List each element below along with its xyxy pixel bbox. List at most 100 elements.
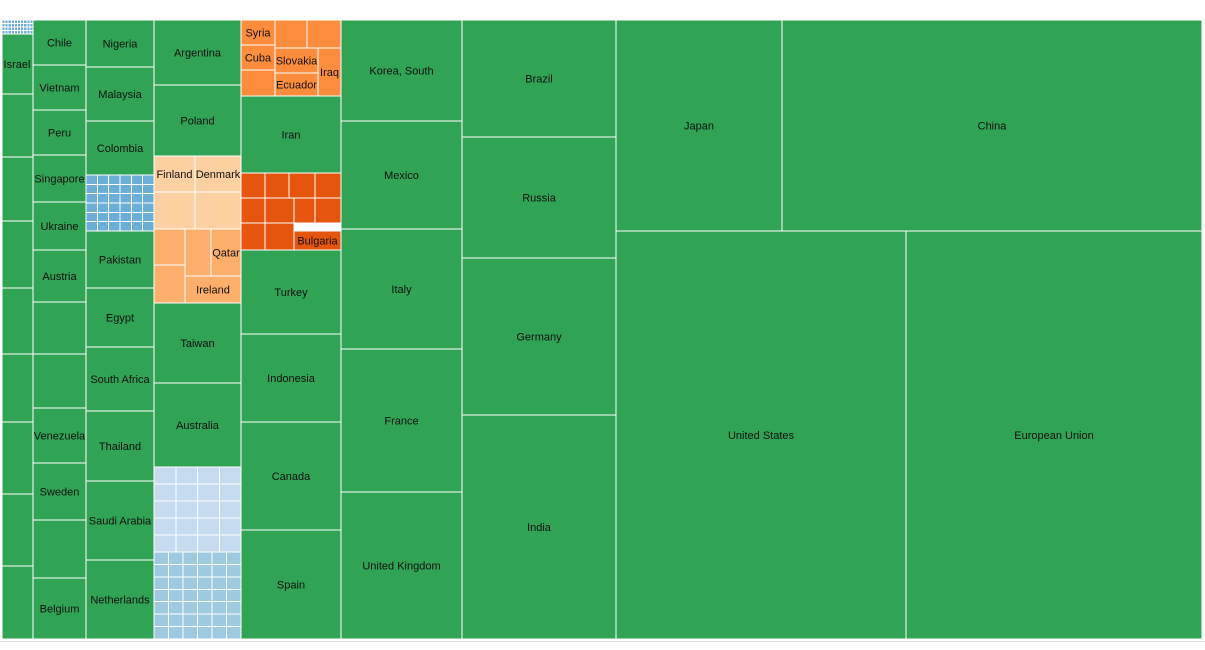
label-european-union: European Union (1014, 430, 1094, 442)
cell (218, 466, 242, 485)
label-syria: Syria (245, 28, 271, 40)
label-finland: Finland (156, 169, 192, 181)
cell (182, 601, 198, 615)
label-israel: Israel (4, 59, 31, 71)
cell (153, 576, 169, 590)
cell (108, 183, 121, 195)
cell (182, 626, 198, 640)
cell (153, 264, 186, 304)
label-iran: Iran (282, 130, 301, 142)
label-australia: Australia (176, 420, 220, 432)
cell (119, 193, 132, 204)
cell (264, 222, 295, 251)
label-france: France (384, 416, 418, 428)
label-russia: Russia (522, 193, 557, 205)
cell-turkey (240, 249, 342, 335)
label-denmark: Denmark (196, 169, 241, 181)
cell (130, 211, 144, 223)
cell (175, 500, 198, 519)
cell (197, 576, 213, 590)
label-mexico: Mexico (384, 170, 419, 182)
cell (211, 563, 227, 578)
cell (153, 466, 177, 485)
cell (130, 193, 144, 204)
cell (153, 228, 186, 266)
label-saudi-arabia: Saudi Arabia (89, 516, 152, 528)
cell-iran (240, 95, 342, 174)
cell-germany (461, 257, 617, 416)
cell (197, 601, 213, 615)
cell (182, 588, 198, 603)
label-vietnam: Vietnam (39, 83, 79, 95)
cell (314, 172, 342, 199)
label-germany: Germany (516, 332, 562, 344)
cell (194, 191, 242, 230)
label-slovakia: Slovakia (276, 56, 318, 68)
cell (226, 551, 242, 565)
cell (197, 500, 220, 519)
cell (182, 551, 198, 565)
cell (218, 534, 242, 553)
cell-argentina (153, 19, 242, 86)
cell (96, 183, 110, 195)
cell (153, 626, 169, 640)
cell (119, 221, 132, 232)
cell (197, 626, 213, 640)
label-south-africa: South Africa (90, 374, 150, 386)
cell (85, 221, 98, 232)
cell (293, 197, 316, 224)
cell (218, 517, 242, 536)
label-korea-south: Korea, South (369, 66, 433, 78)
cell (130, 202, 144, 213)
label-spain: Spain (277, 580, 305, 592)
cell (32, 353, 87, 409)
label-pakistan: Pakistan (99, 255, 141, 267)
label-japan: Japan (684, 121, 714, 133)
cell (168, 563, 184, 578)
label-china: China (978, 121, 1008, 133)
cell (197, 534, 220, 553)
cell-italy (340, 228, 463, 350)
label-ukraine: Ukraine (41, 221, 79, 233)
cell (153, 517, 177, 536)
cell-netherlands (85, 559, 155, 640)
cell (96, 221, 110, 232)
cell-thailand (85, 410, 155, 482)
cell (142, 183, 155, 195)
cell (226, 613, 242, 628)
cell (1, 565, 34, 640)
label-taiwan: Taiwan (180, 338, 214, 350)
cell (108, 211, 121, 223)
cell (274, 19, 308, 49)
cell (142, 174, 155, 185)
label-thailand: Thailand (99, 441, 141, 453)
cell-cuba (240, 44, 276, 71)
cell (153, 191, 196, 230)
label-belgium: Belgium (40, 604, 80, 616)
cell (142, 221, 155, 232)
cell (108, 174, 121, 185)
cell (197, 483, 220, 502)
cell-indonesia (240, 333, 342, 423)
cell (288, 172, 316, 199)
cell (175, 483, 198, 502)
cell (142, 193, 155, 204)
label-netherlands: Netherlands (90, 595, 150, 607)
cell (96, 202, 110, 213)
cell-pakistan (85, 230, 155, 289)
cell-sweden (32, 462, 87, 521)
cell (184, 228, 212, 277)
label-colombia: Colombia (97, 143, 144, 155)
cell (1, 421, 34, 495)
cell (168, 601, 184, 615)
cell (130, 174, 144, 185)
cell (182, 563, 198, 578)
cell (153, 534, 177, 553)
cell (1, 353, 34, 423)
cell (168, 613, 184, 628)
cell (168, 588, 184, 603)
cell (153, 613, 169, 628)
cell (1, 493, 34, 567)
cell (211, 551, 227, 565)
cell-colombia (85, 120, 155, 176)
